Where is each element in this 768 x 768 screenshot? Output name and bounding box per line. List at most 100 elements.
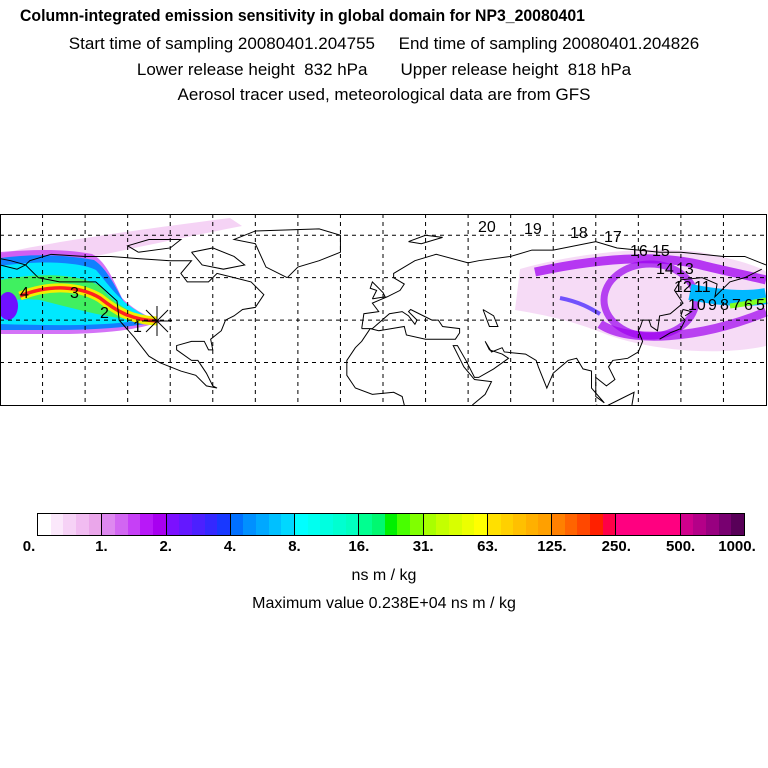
- colorbar-swatch: [409, 514, 423, 535]
- colorbar-swatch: [152, 514, 166, 535]
- colorbar-swatch: [333, 514, 346, 535]
- colorbar-tick-label: 31.: [412, 538, 434, 555]
- colorbar-swatch: [114, 514, 128, 535]
- coastline: [0, 258, 27, 270]
- release-point-marker: [142, 306, 172, 336]
- colorbar-swatch: [448, 514, 462, 535]
- colorbar-tick-label: 16.: [348, 538, 370, 555]
- coastline: [595, 391, 635, 406]
- colorbar-swatch: [693, 514, 706, 535]
- colorbar-swatch: [191, 514, 205, 535]
- map-frame: [0, 214, 767, 406]
- trajectory-label: 2: [100, 305, 109, 322]
- trajectory-label: 5: [756, 297, 765, 314]
- colorbar-swatch: [641, 514, 655, 535]
- trajectory-label: 16: [630, 243, 648, 260]
- colorbar-swatch: [230, 514, 244, 535]
- colorbar-swatch: [166, 514, 180, 535]
- colorbar-segment: [423, 514, 488, 535]
- colorbar-swatch: [602, 514, 616, 535]
- colorbar-swatch: [50, 514, 64, 535]
- plot-title: Column-integrated emission sensitivity i…: [20, 6, 585, 25]
- colorbar-swatch: [680, 514, 694, 535]
- trajectory-label: 15: [652, 243, 670, 260]
- trajectory-label: 12: [674, 279, 692, 296]
- trajectory-label: 6: [744, 297, 753, 314]
- colorbar-segment: [552, 514, 617, 535]
- colorbar-segment: [616, 514, 681, 535]
- trajectory-label: 11: [694, 279, 711, 296]
- colorbar-tick-label: 125.: [537, 538, 567, 555]
- colorbar: [37, 513, 745, 536]
- coastline: [369, 280, 386, 300]
- trajectory-label: 13: [676, 261, 694, 278]
- trajectory-label: 17: [604, 229, 622, 246]
- colorbar-swatch: [436, 514, 449, 535]
- colorbar-swatch: [75, 514, 89, 535]
- colorbar-swatch: [397, 514, 410, 535]
- coastline: [232, 228, 341, 279]
- trajectory-label: 7: [732, 297, 741, 314]
- colorbar-segment: [487, 514, 553, 535]
- coastline: [408, 234, 443, 245]
- colorbar-tick-label: 1.: [95, 538, 108, 555]
- tracer-info-line: Aerosol tracer used, meteorological data…: [177, 85, 591, 104]
- colorbar-swatch: [423, 514, 437, 535]
- colorbar-swatch: [256, 514, 269, 535]
- trajectory-label: 18: [570, 225, 588, 242]
- coastline: [452, 268, 762, 406]
- colorbar-swatch: [731, 514, 744, 535]
- colorbar-segment: [230, 514, 296, 535]
- trajectory-label: 9: [708, 297, 717, 314]
- colorbar-swatch: [307, 514, 321, 535]
- colorbar-swatch: [102, 514, 115, 535]
- colorbar-swatch: [268, 514, 282, 535]
- coastline: [346, 308, 461, 406]
- colorbar-swatch: [217, 514, 230, 535]
- colorbar-swatch: [127, 514, 141, 535]
- trajectory-label: 20: [478, 219, 496, 236]
- trajectory-label: 19: [524, 221, 542, 238]
- trajectory-label: 14: [656, 261, 674, 278]
- colorbar-swatch: [295, 514, 308, 535]
- colorbar-swatch: [487, 514, 501, 535]
- colorbar-segment: [359, 514, 424, 535]
- colorbar-swatch: [371, 514, 385, 535]
- colorbar-swatch: [500, 514, 514, 535]
- colorbar-swatch: [718, 514, 732, 535]
- colorbar-tick-label: 250.: [601, 538, 631, 555]
- colorbar-swatch: [345, 514, 359, 535]
- colorbar-tick-label: 4.: [223, 538, 237, 555]
- coastline: [126, 238, 183, 253]
- colorbar-swatch: [204, 514, 218, 535]
- coastline: [191, 247, 246, 270]
- colorbar-swatch: [474, 514, 487, 535]
- colorbar-swatch: [654, 514, 668, 535]
- colorbar-tick-label: 0.: [22, 538, 36, 555]
- coastline: [659, 308, 693, 340]
- trajectory-label: 3: [70, 285, 79, 302]
- east-plume: [515, 249, 768, 352]
- colorbar-swatch: [525, 514, 539, 535]
- colorbar-tick-label: 8.: [288, 538, 301, 555]
- colorbar-swatch: [140, 514, 153, 535]
- west-plume: [0, 218, 242, 334]
- sampling-time-line: Start time of sampling 20080401.204755 E…: [68, 34, 700, 53]
- colorbar-swatch: [705, 514, 719, 535]
- colorbar-swatch: [281, 514, 295, 535]
- colorbar-tick-label: 1000.: [718, 538, 756, 555]
- colorbar-units: ns m / kg: [351, 567, 417, 584]
- colorbar-tick-label: 63.: [477, 538, 498, 555]
- colorbar-swatch: [667, 514, 680, 535]
- trajectory-label: 1: [133, 319, 142, 336]
- colorbar-segment: [680, 514, 744, 535]
- maximum-value-text: Maximum value 0.238E+04 ns m / kg: [252, 595, 516, 612]
- colorbar-swatch: [320, 514, 334, 535]
- coastline: [482, 309, 499, 327]
- colorbar-swatch: [384, 514, 398, 535]
- coastline: [25, 253, 265, 389]
- colorbar-segment: [166, 514, 231, 535]
- colorbar-swatch: [538, 514, 552, 535]
